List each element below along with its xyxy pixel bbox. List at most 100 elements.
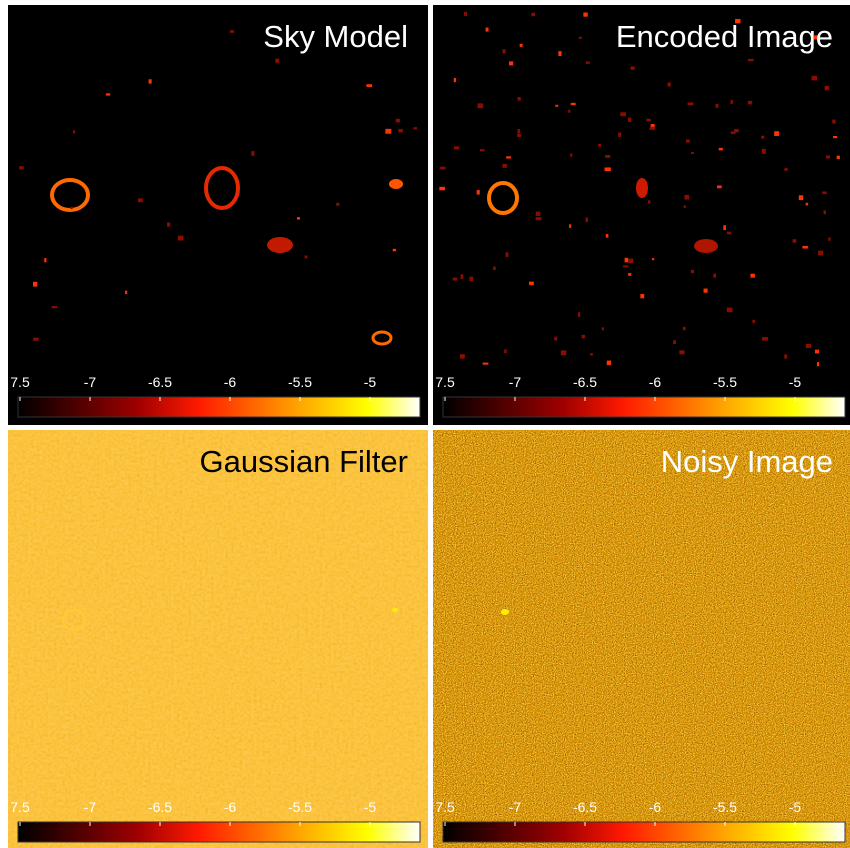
speckle (822, 191, 827, 193)
speckle (461, 274, 464, 279)
speckle (529, 282, 534, 286)
speckle (469, 277, 473, 281)
speckle (73, 130, 75, 133)
speckle (571, 103, 576, 105)
speckle (70, 207, 72, 209)
speckle (275, 59, 279, 63)
speckle (570, 154, 572, 157)
speckle (684, 195, 689, 200)
speckle (623, 265, 628, 267)
speckle (826, 156, 830, 159)
speckle (486, 28, 489, 32)
speckle (398, 129, 402, 132)
figure: Sky Model7.5-7-6.5-6-5.5-5Encoded Image7… (0, 0, 850, 848)
speckle (477, 190, 480, 195)
speckle (686, 139, 690, 142)
speckle (167, 223, 170, 227)
speckle (837, 156, 840, 159)
speckle (688, 102, 694, 105)
colorbar-tick-label: -5.5 (713, 799, 737, 815)
speckle (806, 203, 809, 206)
colorbar-tick-label: -6.5 (148, 374, 172, 390)
speckle (828, 237, 830, 240)
speckle (799, 195, 803, 200)
colorbar-tick-label: -6.5 (148, 799, 172, 815)
colorbar-tick-label: 7.5 (435, 374, 455, 390)
speckle (582, 335, 586, 338)
speckle (336, 203, 339, 206)
speckle (509, 61, 513, 65)
speckle (673, 340, 676, 344)
colorbar-tick-label: -7 (509, 799, 522, 815)
speckle (605, 155, 610, 158)
speckle (554, 337, 557, 341)
speckle (802, 246, 808, 249)
colorbar (18, 822, 420, 842)
speckle (607, 361, 611, 366)
speckle (454, 146, 459, 149)
speckle (648, 200, 650, 203)
speckle (748, 101, 752, 105)
speckle (590, 353, 593, 355)
colorbar-tick-label: -5.5 (713, 374, 737, 390)
speckle (536, 212, 541, 216)
speckle (579, 37, 582, 39)
speckle (679, 350, 684, 354)
speckle (602, 327, 604, 330)
speckle (583, 13, 587, 17)
source (389, 179, 403, 189)
speckle (806, 344, 811, 348)
speckle (385, 129, 391, 134)
colorbar-tick-label: 7.5 (435, 799, 455, 815)
speckle (625, 258, 629, 263)
speckle (717, 185, 722, 188)
colorbar (443, 397, 845, 417)
speckle (578, 312, 580, 317)
speckle (502, 164, 507, 168)
speckle (713, 274, 716, 278)
speckle (297, 217, 300, 220)
speckle (531, 13, 535, 16)
source (392, 608, 398, 612)
speckle (730, 100, 732, 104)
speckle (761, 136, 764, 139)
speckle (774, 131, 779, 136)
speckle (506, 156, 511, 158)
colorbar-tick-label: -7 (84, 374, 97, 390)
speckle (517, 134, 521, 137)
speckle (555, 105, 558, 107)
speckle (149, 79, 152, 83)
speckle (558, 51, 561, 56)
speckle (832, 120, 835, 124)
speckle (818, 251, 823, 256)
speckle (734, 129, 739, 132)
speckle (305, 256, 308, 259)
colorbar-tick-label: -6 (224, 374, 237, 390)
speckle (504, 349, 507, 353)
speckle (536, 217, 542, 220)
speckle (823, 210, 825, 214)
speckle (33, 338, 39, 341)
speckle (178, 236, 184, 241)
speckle (727, 232, 731, 235)
speckle (793, 239, 797, 243)
speckle (518, 97, 521, 101)
speckle (727, 308, 733, 313)
colorbar-tick-label: 7.5 (10, 799, 30, 815)
speckle (366, 84, 372, 87)
speckle (684, 205, 686, 207)
speckle (19, 166, 24, 169)
speckle (413, 127, 417, 129)
speckle (33, 282, 37, 287)
speckle (723, 225, 726, 230)
colorbar-tick-label: -7 (509, 374, 522, 390)
speckle (620, 112, 626, 116)
speckle (569, 224, 571, 228)
colorbar-tick-label: -5.5 (288, 799, 312, 815)
speckle (598, 144, 601, 147)
speckle (138, 198, 143, 202)
speckle (106, 93, 110, 95)
speckle (691, 270, 694, 273)
speckle (52, 306, 58, 308)
speckle (640, 294, 644, 298)
